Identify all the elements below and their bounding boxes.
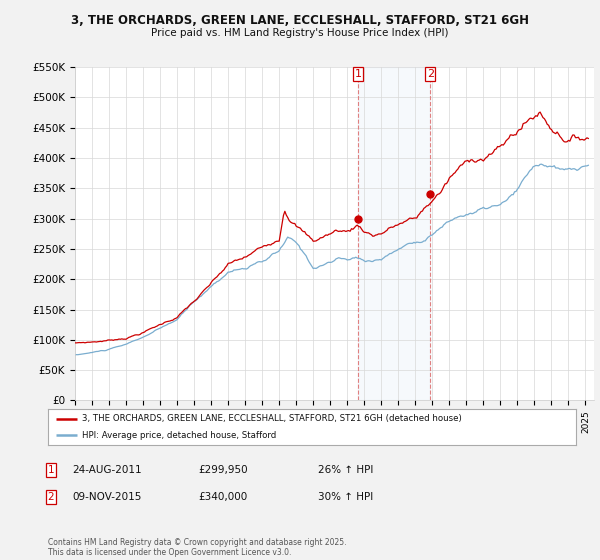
Text: 24-AUG-2011: 24-AUG-2011 — [72, 465, 142, 475]
Text: 2: 2 — [427, 69, 434, 79]
Text: 30% ↑ HPI: 30% ↑ HPI — [318, 492, 373, 502]
Text: 3, THE ORCHARDS, GREEN LANE, ECCLESHALL, STAFFORD, ST21 6GH: 3, THE ORCHARDS, GREEN LANE, ECCLESHALL,… — [71, 14, 529, 27]
Text: Contains HM Land Registry data © Crown copyright and database right 2025.
This d: Contains HM Land Registry data © Crown c… — [48, 538, 347, 557]
Text: 26% ↑ HPI: 26% ↑ HPI — [318, 465, 373, 475]
Text: HPI: Average price, detached house, Stafford: HPI: Average price, detached house, Staf… — [82, 431, 277, 440]
Text: 2: 2 — [47, 492, 55, 502]
Text: 3, THE ORCHARDS, GREEN LANE, ECCLESHALL, STAFFORD, ST21 6GH (detached house): 3, THE ORCHARDS, GREEN LANE, ECCLESHALL,… — [82, 414, 462, 423]
Bar — [358, 67, 430, 400]
Text: £340,000: £340,000 — [198, 492, 247, 502]
Text: 1: 1 — [355, 69, 361, 79]
Text: 09-NOV-2015: 09-NOV-2015 — [72, 492, 142, 502]
Text: Price paid vs. HM Land Registry's House Price Index (HPI): Price paid vs. HM Land Registry's House … — [151, 28, 449, 38]
Text: 1: 1 — [47, 465, 55, 475]
Text: £299,950: £299,950 — [198, 465, 248, 475]
